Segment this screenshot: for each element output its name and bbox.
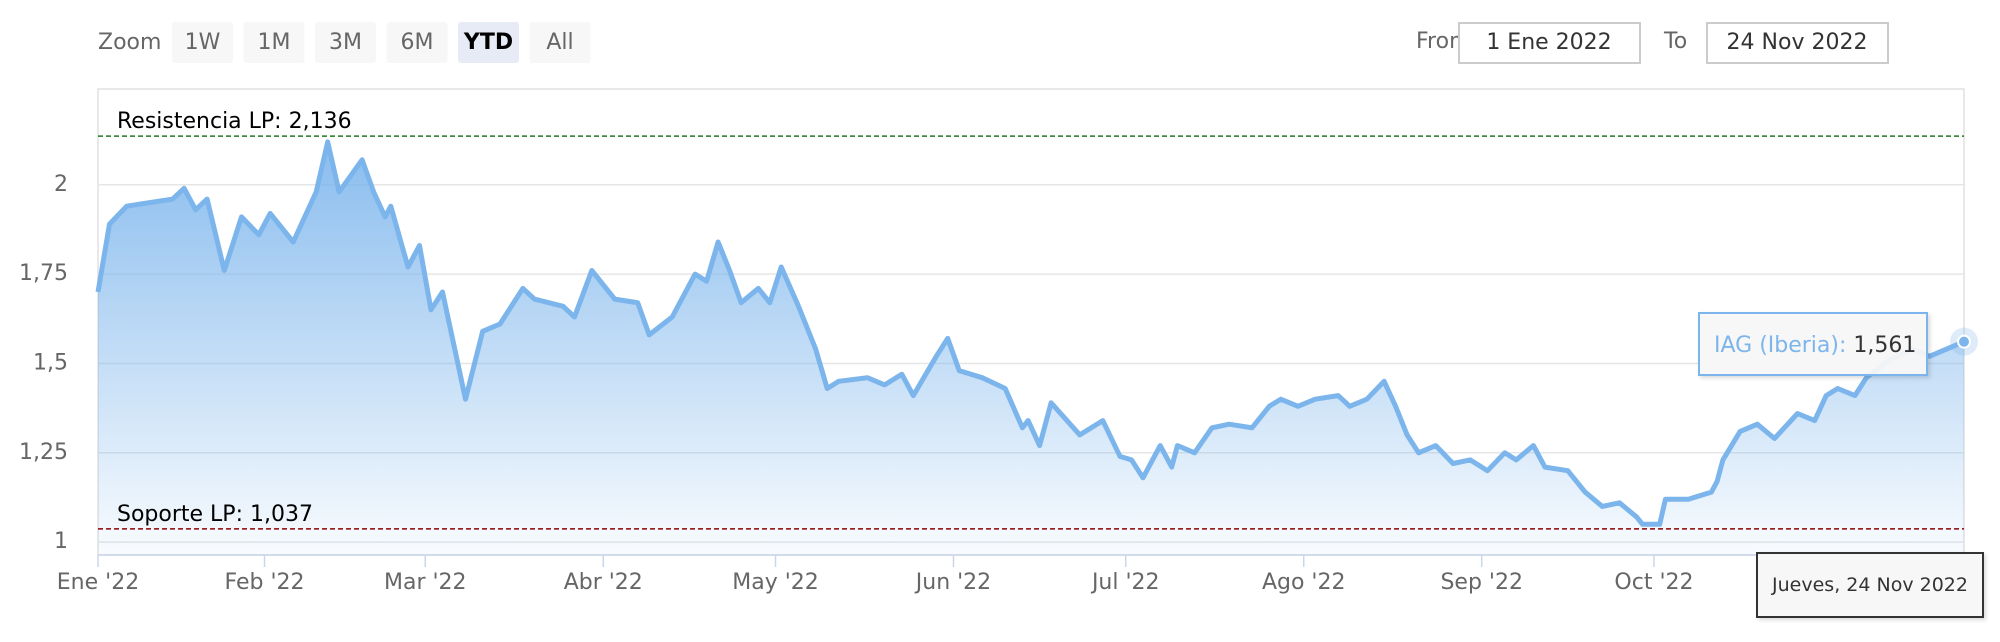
tooltip-value: 1,561: [1853, 333, 1917, 358]
to-value[interactable]: 24 Nov 2022: [1727, 30, 1868, 55]
y-tick-label: 1,5: [33, 350, 68, 375]
zoom-button-label[interactable]: YTD: [463, 30, 513, 55]
to-label: To: [1663, 29, 1687, 54]
y-tick-label: 1: [54, 529, 68, 554]
zoom-button[interactable]: [172, 22, 233, 63]
to-input[interactable]: [1706, 22, 1889, 64]
x-tick-label: Jul '22: [1090, 570, 1160, 595]
x-tick-label: Sep '22: [1440, 570, 1523, 595]
y-tick-label: 1,25: [19, 440, 68, 465]
from-value[interactable]: 1 Ene 2022: [1486, 30, 1611, 55]
tooltip: IAG (Iberia)1,561: [1698, 312, 1928, 376]
zoom-button-label[interactable]: 1W: [185, 30, 221, 55]
zoom-label: Zoom: [98, 30, 161, 55]
y-tick-label: 2: [54, 172, 68, 197]
zoom-button[interactable]: [386, 22, 448, 63]
area-fill: [98, 141, 1964, 555]
plot-line-label: Resistencia LP: 2,136: [117, 109, 352, 134]
zoom-button[interactable]: [529, 22, 591, 63]
tooltip-series: IAG (Iberia): [1714, 333, 1853, 358]
hover-point: [1957, 334, 1971, 349]
x-tick-label: May '22: [732, 570, 819, 595]
plot-line-label: Soporte LP: 1,037: [117, 502, 313, 527]
zoom-button[interactable]: [315, 22, 376, 63]
x-tick-label: Mar '22: [384, 570, 467, 595]
from-input[interactable]: [1458, 22, 1641, 64]
series-line: [95, 139, 1965, 527]
x-tick-label: Abr '22: [564, 570, 643, 595]
x-tick-label: Jun '22: [914, 570, 991, 595]
zoom-button-label[interactable]: All: [546, 30, 573, 55]
zoom-button-label[interactable]: 1M: [258, 30, 291, 55]
tooltip-date: Jueves, 24 Nov 2022: [1756, 552, 1984, 618]
zoom-button[interactable]: [243, 22, 305, 63]
zoom-button-label[interactable]: 6M: [401, 30, 434, 55]
x-tick-label: Oct '22: [1614, 570, 1693, 595]
x-tick-label: Feb '22: [225, 570, 305, 595]
y-tick-label: 1,75: [19, 261, 68, 286]
zoom-button-label[interactable]: 3M: [329, 30, 362, 55]
zoom-button[interactable]: [458, 22, 519, 63]
x-tick-label: Ago '22: [1262, 570, 1346, 595]
x-tick-label: Ene '22: [57, 570, 139, 595]
